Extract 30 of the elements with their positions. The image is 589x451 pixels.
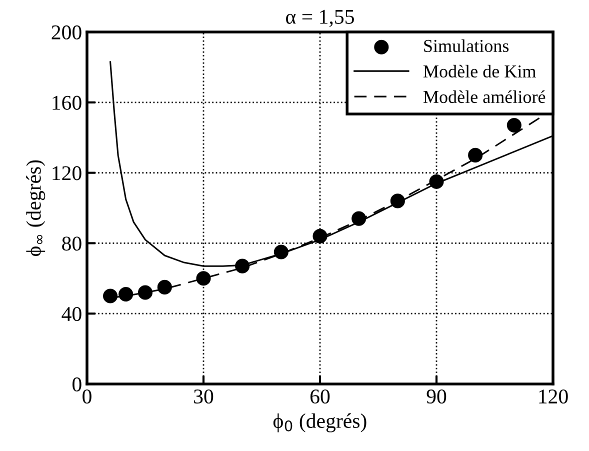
legend-label: Modèle amélioré — [423, 90, 546, 104]
y-axis-title: ϕ$_{∞}$ (degrés) — [26, 160, 46, 256]
point — [118, 286, 134, 302]
y-tick-label: 0 — [72, 377, 82, 392]
point — [429, 174, 444, 189]
legend-label: Simulations — [424, 39, 509, 52]
x-axis-title: ϕ$_{0}$ (degrés) — [273, 413, 366, 432]
point — [274, 244, 288, 260]
point — [103, 288, 118, 304]
point — [390, 194, 405, 208]
legend-label: Modèle de Kim — [423, 64, 536, 78]
chart-title: α = 1,55 — [286, 10, 354, 27]
point — [468, 148, 483, 162]
point — [235, 258, 250, 274]
x-tick-label: 30 — [194, 389, 214, 404]
point — [138, 285, 153, 300]
y-tick-label: 80 — [62, 236, 82, 251]
x-tick-label: 60 — [310, 389, 330, 404]
x-tick-label: 90 — [426, 389, 446, 404]
y-tick-label: 40 — [62, 306, 82, 322]
y-tick-label: 200 — [52, 25, 82, 40]
y-tick-label: 160 — [52, 96, 82, 110]
point — [196, 271, 211, 286]
y-tick-label: 120 — [52, 166, 82, 180]
x-tick-label: 120 — [539, 389, 568, 404]
point — [506, 118, 522, 133]
point — [157, 280, 172, 294]
x-tick-label: 0 — [82, 389, 92, 404]
point — [352, 211, 366, 226]
point — [312, 228, 328, 244]
